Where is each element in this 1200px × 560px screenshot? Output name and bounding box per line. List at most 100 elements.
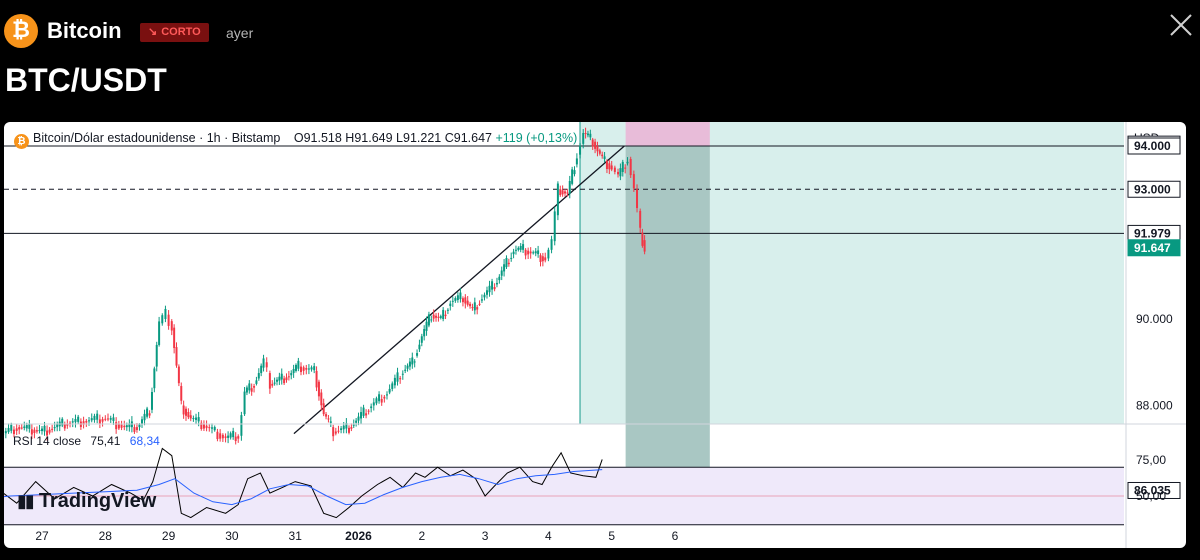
candle — [345, 423, 348, 429]
candle — [200, 422, 203, 429]
price-tag-label: 86.035 — [1134, 483, 1171, 497]
candle — [411, 357, 414, 365]
post-time: ayer — [226, 25, 254, 41]
candle — [10, 424, 13, 431]
candle — [469, 303, 472, 307]
candle — [112, 417, 115, 421]
candle — [101, 419, 104, 422]
candle — [507, 262, 510, 265]
candle — [547, 249, 550, 259]
candle — [61, 418, 64, 426]
direction-badge: ↘ CORTO — [140, 23, 209, 42]
candle — [591, 139, 594, 147]
candle — [362, 407, 365, 416]
rsi-ma-value: 68,34 — [129, 434, 160, 448]
candle — [553, 211, 556, 242]
candle — [153, 368, 156, 389]
candle — [589, 133, 592, 138]
candle — [12, 429, 15, 435]
candle — [561, 190, 564, 195]
candle — [297, 360, 300, 369]
candle — [77, 416, 80, 422]
candle — [85, 420, 88, 423]
price-tag-box — [1127, 180, 1181, 198]
candle — [556, 183, 559, 216]
close-icon[interactable] — [1168, 12, 1194, 38]
candle — [262, 358, 265, 368]
candle — [71, 421, 74, 423]
legend-title: Bitcoin/Dólar estadounidense · 1h · Bits… — [33, 131, 281, 145]
candle — [391, 383, 394, 389]
candle — [237, 436, 240, 439]
candle — [605, 161, 608, 170]
candle — [192, 418, 195, 420]
candle — [517, 247, 520, 250]
candle — [278, 376, 281, 381]
candle — [290, 373, 293, 376]
candle — [430, 319, 433, 321]
candle — [357, 416, 360, 421]
candle — [123, 425, 126, 428]
candle — [202, 424, 205, 429]
candle — [404, 369, 407, 371]
badge-label: CORTO — [161, 26, 201, 38]
candle — [283, 378, 286, 384]
candle — [128, 423, 131, 428]
candle — [104, 418, 107, 420]
candle — [117, 423, 120, 429]
candle — [245, 387, 248, 393]
candle — [167, 314, 170, 326]
candle — [380, 399, 383, 403]
candle — [329, 421, 332, 423]
candle — [488, 285, 491, 293]
candle — [213, 427, 216, 431]
candle — [491, 281, 494, 290]
candle — [375, 398, 378, 404]
candle — [503, 264, 506, 272]
chart-card: USD94.00092.00090.00088.00086.00084.0009… — [4, 122, 1186, 548]
candle — [56, 424, 59, 428]
page-header: ₿ Bitcoin ↘ CORTO ayer BTC/USDT — [0, 0, 1200, 120]
candle — [454, 298, 457, 301]
rsi-tick-label: 50,00 — [1136, 489, 1166, 503]
candle — [287, 376, 290, 378]
candle — [265, 362, 268, 368]
candle — [260, 365, 263, 374]
candle — [512, 251, 515, 255]
candle — [413, 361, 416, 363]
candle — [360, 412, 363, 419]
candle — [420, 336, 423, 343]
candle — [539, 255, 542, 262]
candle — [189, 415, 192, 419]
candle — [451, 300, 454, 302]
candle — [459, 292, 462, 300]
candle — [527, 250, 530, 255]
candle — [35, 430, 38, 432]
candle — [133, 427, 136, 432]
candle — [107, 418, 110, 420]
candle — [568, 180, 571, 194]
candle — [367, 410, 370, 412]
candle — [594, 141, 597, 149]
price-tag: 91.647 — [1127, 239, 1181, 257]
candle — [355, 420, 358, 423]
candle — [170, 321, 173, 331]
candle — [571, 169, 574, 184]
candle — [456, 295, 459, 300]
price-tag: 86.035 — [1127, 481, 1181, 499]
price-chart[interactable]: USD94.00092.00090.00088.00086.00084.0009… — [4, 122, 1186, 548]
candle — [505, 258, 508, 268]
candle — [619, 168, 622, 177]
page-title: BTC/USDT — [5, 62, 167, 98]
candle — [53, 427, 56, 429]
candle — [74, 419, 77, 423]
candle — [41, 428, 43, 432]
time-tick-label: 30 — [225, 529, 239, 543]
bitcoin-icon: ₿ — [14, 134, 29, 149]
candle — [38, 430, 41, 432]
candle — [248, 383, 251, 391]
candle — [370, 406, 373, 409]
price-tag-box — [1127, 137, 1181, 155]
candle — [601, 154, 604, 157]
candle — [125, 425, 128, 428]
